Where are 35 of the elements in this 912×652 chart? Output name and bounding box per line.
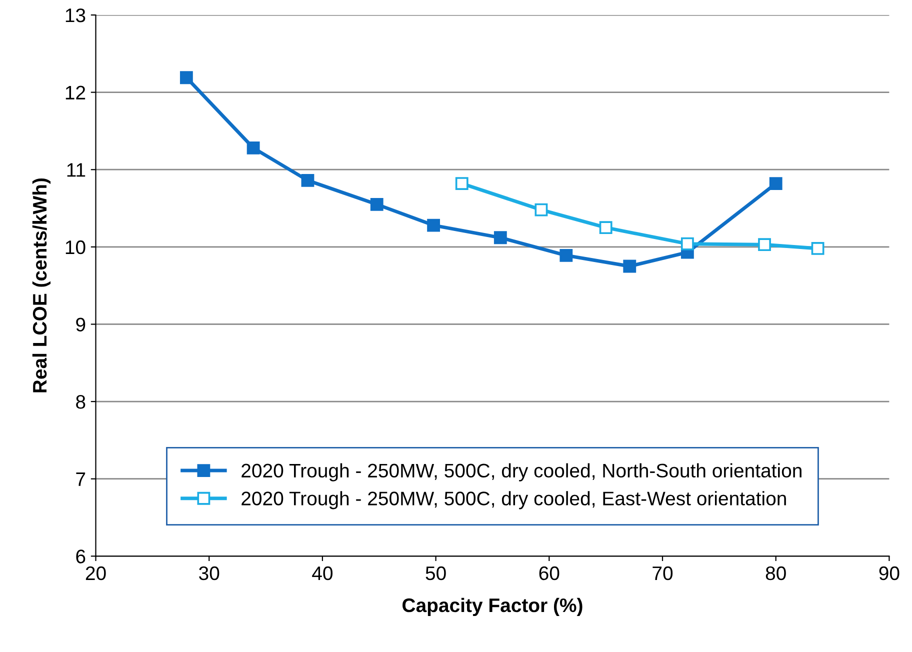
x-tick-label: 60 (539, 566, 560, 580)
x-tick-label: 70 (652, 566, 673, 580)
y-tick-label: 13 (66, 8, 86, 22)
point (370, 198, 384, 211)
point (623, 260, 636, 273)
point (599, 221, 612, 234)
x-tick-label: 90 (879, 566, 900, 580)
x-tick-label: 40 (312, 566, 333, 580)
point (455, 177, 468, 190)
y-tick-label: 8 (76, 395, 86, 409)
point (811, 242, 824, 255)
point (769, 177, 782, 190)
point (246, 142, 260, 154)
x-tick-label: 50 (426, 566, 446, 580)
point (180, 71, 193, 84)
point (427, 218, 440, 232)
point (494, 231, 507, 244)
x-tick-label: 20 (86, 566, 106, 580)
y-tick-label: 6 (76, 550, 86, 564)
y-axis-title: Real LCOE (cents/kWh) (32, 178, 51, 392)
x-tick-label: 30 (199, 566, 220, 580)
legend-label: 2020 Trough - 250MW, 500C, dry cooled, East-West orientation (242, 491, 786, 510)
point (758, 238, 771, 252)
y-tick-label: 12 (66, 86, 86, 100)
y-tick-label: 9 (76, 318, 86, 332)
point (680, 237, 694, 250)
y-tick-label: 11 (67, 163, 86, 177)
x-axis-title: Capacity Factor (%) (402, 598, 582, 616)
point (560, 248, 573, 262)
x-tick-label: 80 (766, 566, 786, 580)
legend-label: 2020 Trough - 250MW, 500C, dry cooled, North-South orientation (242, 463, 802, 482)
y-tick-label: 10 (66, 240, 86, 254)
y-tick-label: 7 (76, 472, 86, 486)
point (534, 203, 548, 216)
point (301, 174, 314, 187)
